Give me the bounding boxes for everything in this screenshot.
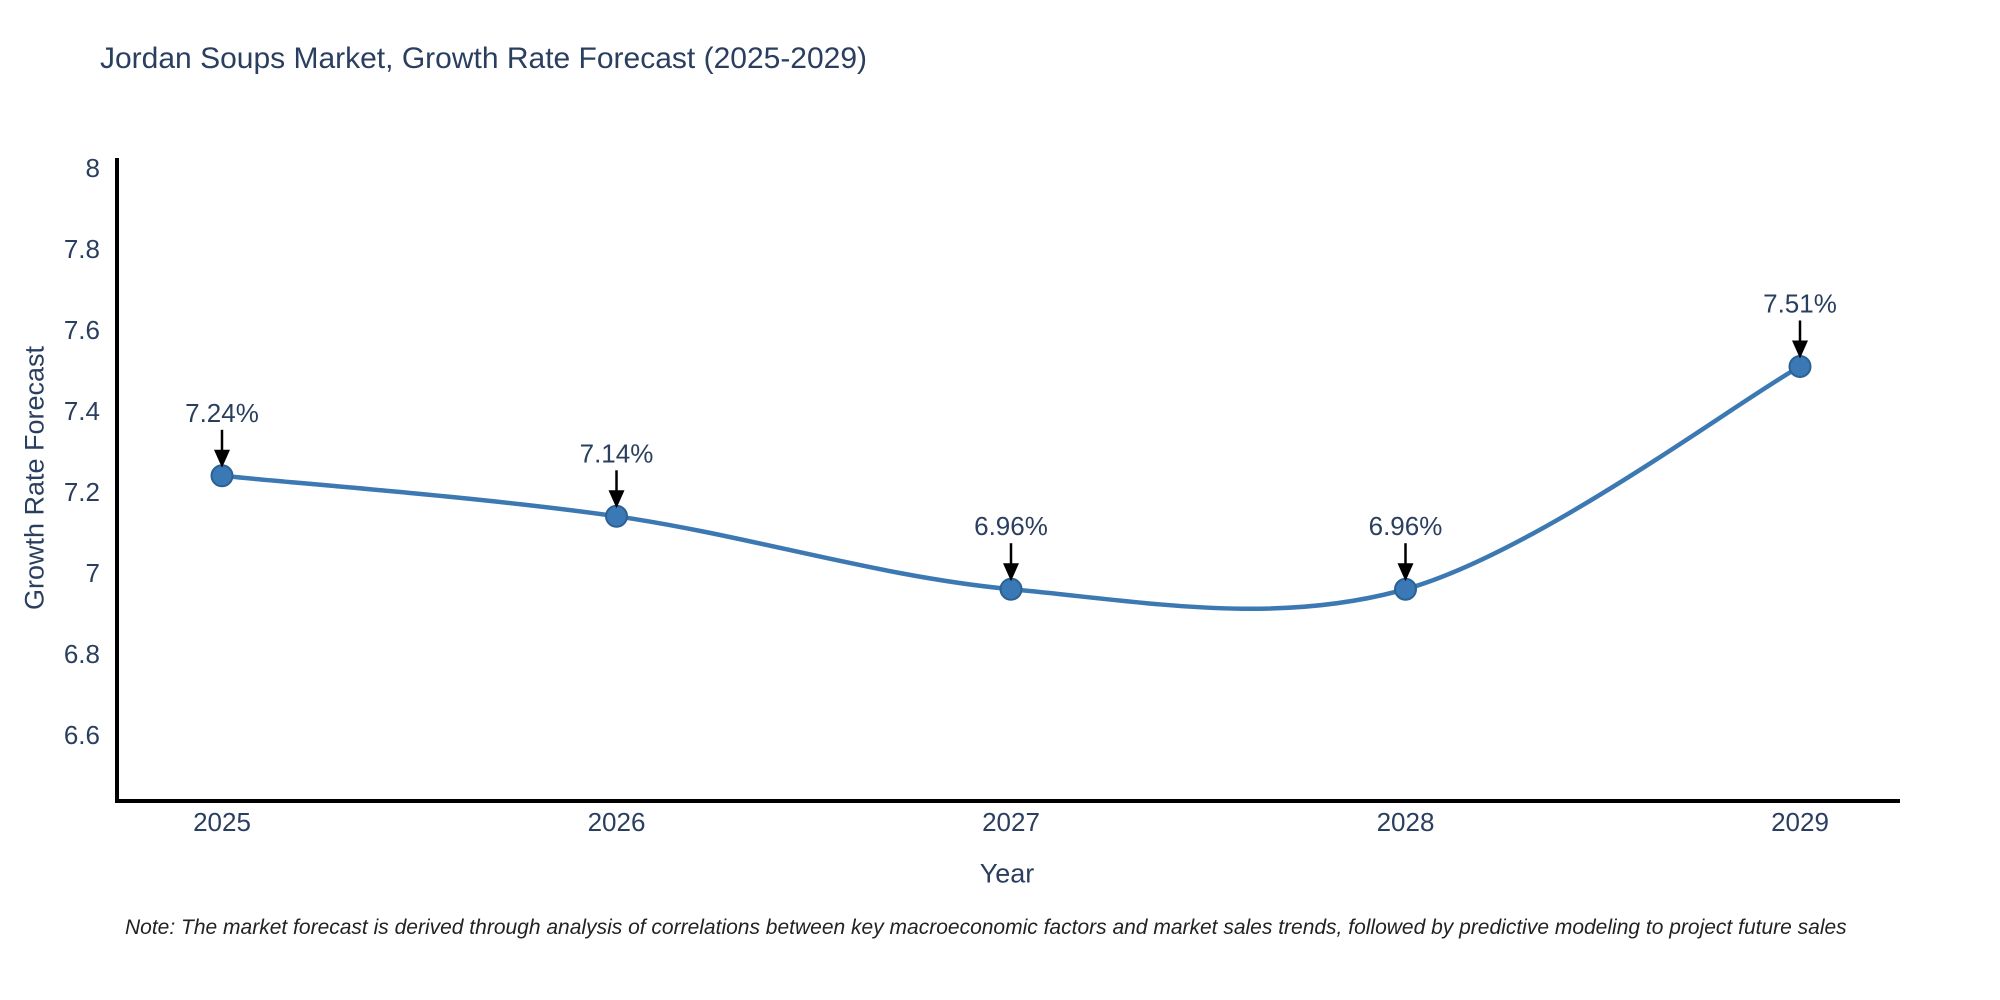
x-tick-label: 2025 (193, 807, 251, 837)
chart-title: Jordan Soups Market, Growth Rate Forecas… (100, 42, 868, 75)
annotation-arrowhead-icon (1792, 340, 1808, 359)
point-value-label: 6.96% (1369, 511, 1443, 541)
y-tick-label: 7.2 (64, 477, 100, 507)
point-value-label: 6.96% (974, 511, 1048, 541)
data-point (999, 577, 1023, 601)
annotation-arrowhead-icon (1397, 563, 1414, 582)
x-tick-label: 2028 (1377, 807, 1435, 837)
y-tick-label: 7 (86, 558, 100, 588)
x-tick-label: 2027 (982, 807, 1040, 837)
annotation-arrowhead-icon (1003, 563, 1019, 582)
data-point (210, 464, 234, 488)
footnote: Note: The market forecast is derived thr… (125, 916, 1847, 939)
point-value-label: 7.51% (1763, 288, 1837, 318)
y-tick-label: 6.8 (64, 639, 100, 669)
data-point (1394, 577, 1417, 601)
y-tick-label: 8 (86, 153, 100, 183)
y-tick-label: 7.8 (64, 234, 100, 264)
point-value-label: 7.14% (580, 438, 654, 468)
data-point (605, 504, 628, 528)
x-tick-label: 2026 (588, 807, 646, 837)
y-tick-label: 7.6 (64, 315, 100, 345)
annotation-arrowhead-icon (214, 449, 230, 468)
annotation-arrowhead-icon (608, 490, 625, 509)
point-value-label: 7.24% (185, 398, 259, 428)
y-tick-label: 7.4 (64, 396, 100, 426)
x-tick-label: 2029 (1771, 807, 1829, 837)
x-axis-title: Year (979, 858, 1035, 889)
data-point (1788, 354, 1812, 378)
y-tick-label: 6.6 (64, 720, 100, 750)
